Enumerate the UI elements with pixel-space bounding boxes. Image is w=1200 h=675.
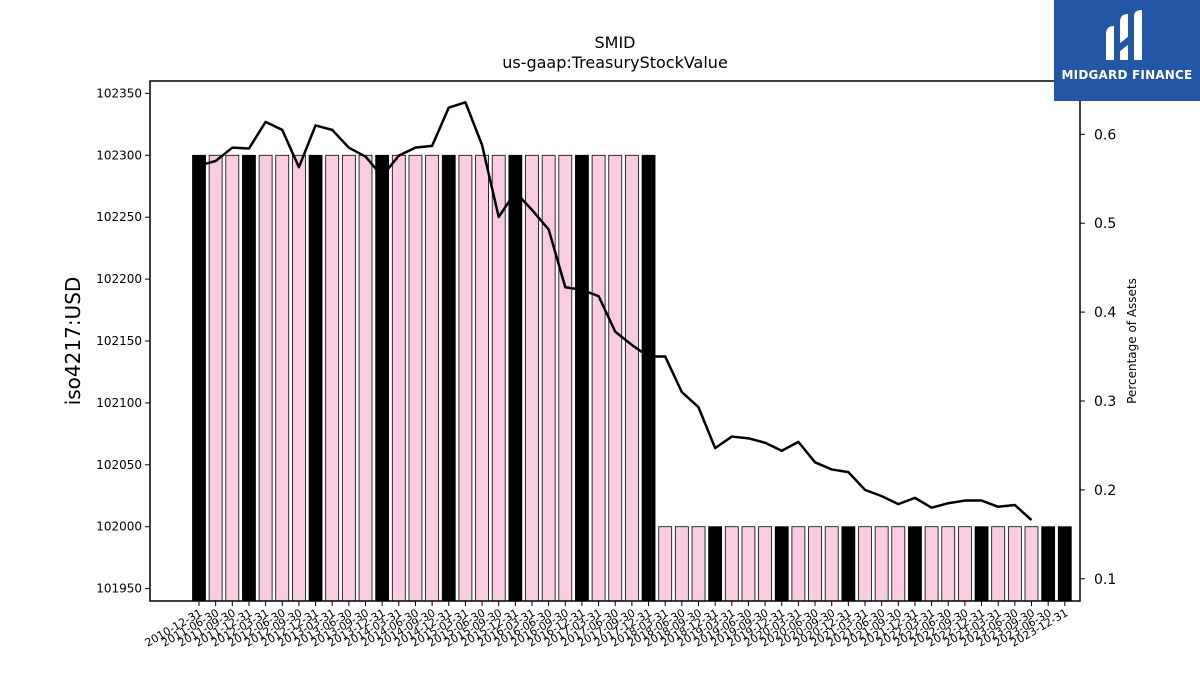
bar-2015-09-30 bbox=[508, 154, 523, 602]
bar-2012-09-30 bbox=[308, 154, 323, 602]
bar-2014-12-31 bbox=[458, 154, 473, 602]
bar-2021-06-30 bbox=[891, 526, 906, 602]
bar-2019-12-31 bbox=[791, 526, 806, 602]
bar-2011-03-31 bbox=[208, 154, 223, 602]
bar-2012-12-31 bbox=[325, 154, 340, 602]
bar-2011-06-30 bbox=[225, 154, 240, 602]
bar-2013-03-31 bbox=[341, 154, 356, 602]
y2-tick-label: 0.6 bbox=[1094, 127, 1116, 143]
midgard-finance-logo: MIDGARD FINANCE bbox=[1054, 0, 1200, 101]
bar-2021-03-31 bbox=[874, 526, 889, 602]
y2-tick-label: 0.3 bbox=[1094, 394, 1116, 410]
y-tick-label: 101950 bbox=[96, 582, 142, 596]
bar-2017-12-31 bbox=[658, 526, 673, 602]
y-tick-label: 102350 bbox=[96, 86, 142, 100]
bar-2015-06-30 bbox=[491, 154, 506, 602]
y-tick-label: 102050 bbox=[96, 458, 142, 472]
bar-2013-06-30 bbox=[358, 154, 373, 602]
bar-2016-03-31 bbox=[541, 154, 556, 602]
chart-subtitle: us-gaap:TreasuryStockValue bbox=[502, 53, 728, 72]
y2-tick-label: 0.1 bbox=[1094, 572, 1116, 588]
bar-2018-03-31 bbox=[674, 526, 689, 602]
y-tick-label: 102000 bbox=[96, 520, 142, 534]
bar-2016-06-30 bbox=[558, 154, 573, 602]
bar-2017-06-30 bbox=[625, 154, 639, 602]
logo-mark-icon bbox=[1106, 10, 1142, 60]
bar-2018-09-30 bbox=[708, 526, 723, 602]
bar-2023-06-30 bbox=[1024, 526, 1039, 602]
bars-layer bbox=[192, 154, 1072, 602]
bar-2013-09-30 bbox=[375, 154, 390, 602]
bar-2015-12-31 bbox=[525, 154, 539, 602]
bar-2020-12-31 bbox=[858, 526, 872, 602]
x-axis: 2010-12-312011-06-302011-09-302011-12-31… bbox=[143, 601, 1070, 650]
y2-axis-label: Percentage of Assets bbox=[1125, 278, 1139, 404]
bar-2021-09-30 bbox=[908, 526, 922, 602]
bar-2021-12-31 bbox=[924, 526, 939, 602]
bar-2020-06-30 bbox=[824, 526, 839, 602]
bar-2018-06-30 bbox=[691, 526, 706, 602]
bar-2017-09-30 bbox=[641, 154, 656, 602]
bar-2019-03-31 bbox=[741, 526, 756, 602]
chart-title: SMID bbox=[595, 33, 636, 52]
y-tick-label: 102300 bbox=[96, 148, 142, 162]
bar-2016-12-31 bbox=[591, 154, 606, 602]
y-axis-label: iso4217:USD bbox=[61, 277, 85, 406]
bar-2013-12-31 bbox=[391, 154, 406, 602]
y-tick-label: 102150 bbox=[96, 334, 142, 348]
bar-2022-09-30 bbox=[974, 526, 989, 602]
percentage-line bbox=[198, 101, 1033, 522]
bar-2023-12-31 bbox=[1057, 526, 1072, 602]
bar-2020-09-30 bbox=[841, 526, 856, 602]
bar-2011-09-30 bbox=[242, 154, 256, 602]
line-layer bbox=[198, 101, 1033, 522]
bar-2015-03-31 bbox=[475, 154, 489, 602]
bar-2016-09-30 bbox=[575, 154, 589, 602]
bar-2014-03-31 bbox=[408, 154, 423, 602]
bar-2010-12-31 bbox=[192, 154, 206, 602]
bar-2022-06-30 bbox=[958, 526, 972, 602]
bar-2012-06-30 bbox=[291, 154, 306, 602]
bar-2019-06-30 bbox=[758, 526, 772, 602]
y-tick-label: 102250 bbox=[96, 210, 142, 224]
logo-text: MIDGARD FINANCE bbox=[1061, 68, 1193, 82]
bar-2020-03-31 bbox=[808, 526, 822, 602]
bar-2023-03-31 bbox=[1007, 526, 1022, 602]
bar-2019-09-30 bbox=[774, 526, 789, 602]
bar-2017-03-31 bbox=[608, 154, 623, 602]
bar-2022-12-31 bbox=[991, 526, 1006, 602]
y2-tick-label: 0.4 bbox=[1094, 305, 1116, 321]
y2-tick-label: 0.2 bbox=[1094, 483, 1116, 499]
bar-2022-03-31 bbox=[941, 526, 956, 602]
y2-tick-label: 0.5 bbox=[1094, 216, 1116, 232]
y-axis-right: 0.1 0.2 0.3 0.4 0.5 0.6 bbox=[1080, 127, 1116, 588]
bar-2012-03-31 bbox=[275, 154, 290, 602]
y-axis-left: 101950 102000 102050 102100 102150 102200 1022… bbox=[96, 86, 150, 596]
bar-2011-12-31 bbox=[258, 154, 273, 602]
bar-2018-12-31 bbox=[724, 526, 739, 602]
bar-2023-09-30 bbox=[1041, 526, 1056, 602]
y-tick-label: 102100 bbox=[96, 396, 142, 410]
bar-2014-09-30 bbox=[441, 154, 456, 602]
bar-2014-06-30 bbox=[425, 154, 440, 602]
y-tick-label: 102200 bbox=[96, 272, 142, 286]
